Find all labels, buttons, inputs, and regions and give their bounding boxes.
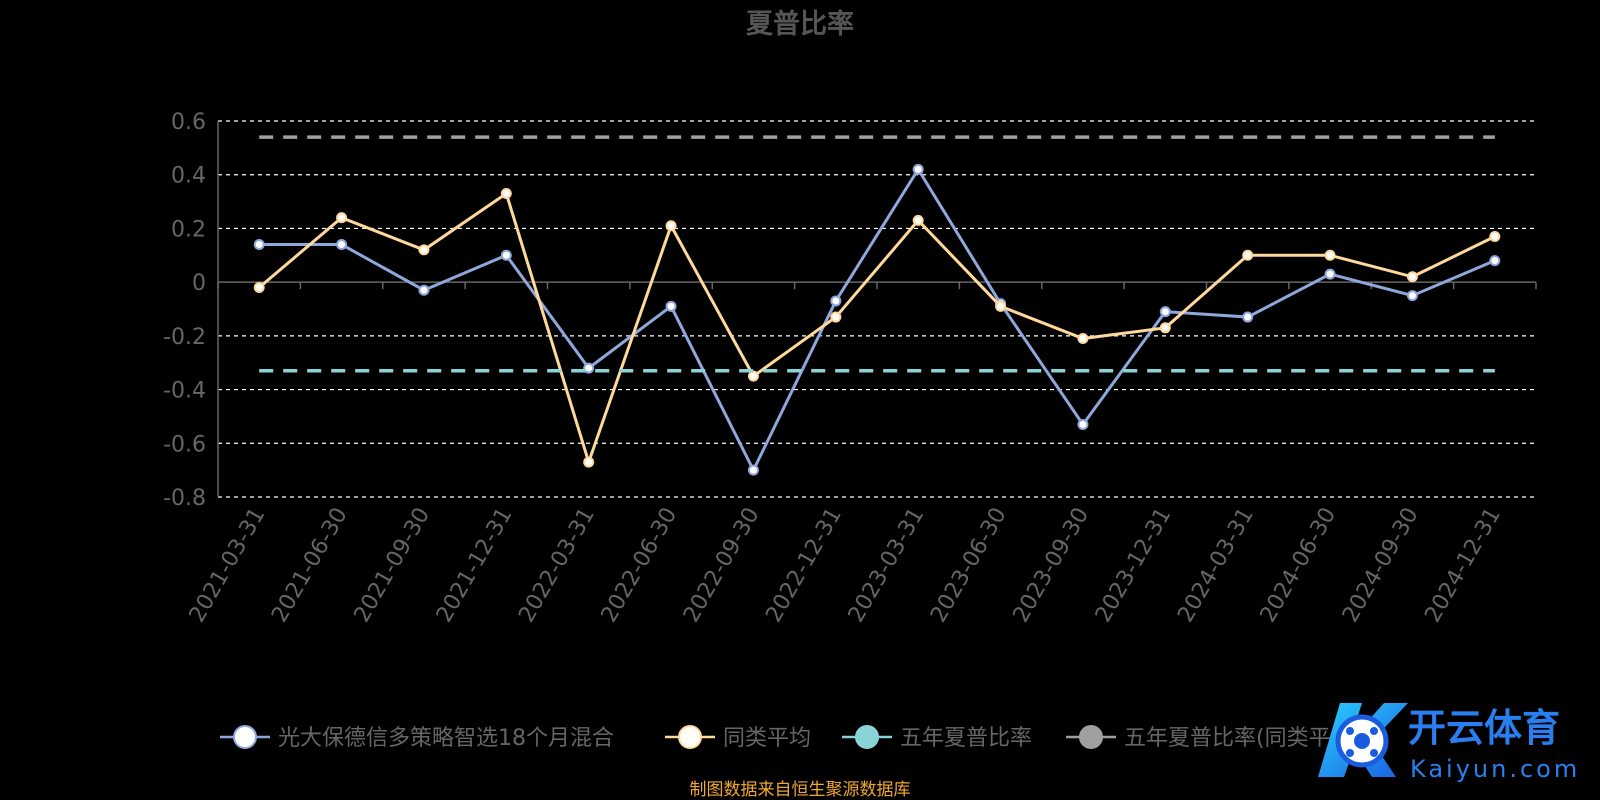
data-point[interactable] xyxy=(1406,290,1418,302)
legend-item-0[interactable]: 光大保德信多策略智选18个月混合 xyxy=(220,725,614,751)
x-tick-label: 2023-12-31 xyxy=(1091,504,1177,627)
svg-text:Kaiyun.com: Kaiyun.com xyxy=(1410,755,1580,783)
data-point[interactable] xyxy=(418,284,430,296)
data-point[interactable] xyxy=(336,212,348,224)
legend-label: 五年夏普比率(同类平均) xyxy=(1124,726,1361,751)
x-tick-label: 2024-12-31 xyxy=(1420,504,1506,627)
x-tick-label: 2022-09-30 xyxy=(679,504,765,627)
legend-item-2[interactable]: 五年夏普比率 xyxy=(842,725,1032,751)
x-tick-label: 2022-12-31 xyxy=(761,504,847,627)
legend[interactable]: 光大保德信多策略智选18个月混合 同类平均 五年夏普比率 五年夏普比率(同类平均) xyxy=(220,725,1361,751)
data-point[interactable] xyxy=(253,239,265,251)
data-point[interactable] xyxy=(253,282,265,294)
series-lines xyxy=(253,135,1501,476)
data-point[interactable] xyxy=(1077,418,1089,430)
y-tick-label: -0.2 xyxy=(163,325,206,350)
y-tick-label: -0.8 xyxy=(163,486,206,511)
legend-label: 五年夏普比率 xyxy=(900,726,1032,751)
y-tick-label: 0.6 xyxy=(171,110,206,135)
data-point[interactable] xyxy=(830,311,842,323)
legend-label: 光大保德信多策略智选18个月混合 xyxy=(278,726,614,751)
data-point[interactable] xyxy=(1077,333,1089,345)
y-tick-label: -0.4 xyxy=(163,379,206,404)
legend-marker xyxy=(1079,725,1103,749)
x-tick-label: 2024-06-30 xyxy=(1256,504,1342,627)
x-tick-label: 2021-09-30 xyxy=(350,504,436,627)
data-point[interactable] xyxy=(583,362,595,374)
data-point[interactable] xyxy=(1159,306,1171,318)
data-point[interactable] xyxy=(1242,249,1254,261)
y-axis-ticks: -0.8 -0.6 -0.4 -0.2 0 0.2 0.4 0.6 xyxy=(163,110,206,511)
data-point[interactable] xyxy=(583,456,595,468)
y-tick-label: 0.2 xyxy=(171,217,206,242)
legend-item-1[interactable]: 同类平均 xyxy=(665,725,811,751)
x-tick-label: 2023-09-30 xyxy=(1009,504,1095,627)
data-point[interactable] xyxy=(830,295,842,307)
data-point[interactable] xyxy=(1324,268,1336,280)
data-point[interactable] xyxy=(747,464,759,476)
y-tick-label: 0 xyxy=(192,271,206,296)
legend-label: 同类平均 xyxy=(723,726,811,751)
kaiyun-logo: 开云体育 Kaiyun.com xyxy=(1318,703,1580,783)
data-point[interactable] xyxy=(1159,322,1171,334)
chart-title: 夏普比率 xyxy=(746,8,854,40)
x-tick-label: 2023-03-31 xyxy=(844,504,930,627)
series-line xyxy=(258,191,1496,467)
grid-lines xyxy=(218,120,1536,498)
data-point[interactable] xyxy=(912,163,924,175)
series-0 xyxy=(253,163,1501,476)
y-tick-label: -0.6 xyxy=(163,432,206,457)
data-point[interactable] xyxy=(418,244,430,256)
x-tick-label: 2024-03-31 xyxy=(1173,504,1259,627)
x-tick-label: 2021-12-31 xyxy=(432,504,518,627)
data-point[interactable] xyxy=(747,370,759,382)
data-point[interactable] xyxy=(1489,255,1501,267)
data-point[interactable] xyxy=(1406,271,1418,283)
x-axis-ticks: 2021-03-312021-06-302021-09-302021-12-31… xyxy=(185,504,1506,627)
legend-marker xyxy=(678,725,702,749)
data-point[interactable] xyxy=(500,188,512,200)
legend-item-3[interactable]: 五年夏普比率(同类平均) xyxy=(1066,725,1361,751)
data-source-note: 制图数据来自恒生聚源数据库 xyxy=(690,780,911,800)
data-point[interactable] xyxy=(912,214,924,226)
legend-marker xyxy=(233,725,257,749)
data-point[interactable] xyxy=(665,300,677,312)
series-line xyxy=(259,166,1496,474)
x-tick-label: 2023-06-30 xyxy=(926,504,1012,627)
data-point[interactable] xyxy=(500,249,512,261)
data-point[interactable] xyxy=(665,220,677,232)
x-tick-label: 2021-06-30 xyxy=(267,504,353,627)
x-tick-label: 2022-03-31 xyxy=(514,504,600,627)
axes xyxy=(217,121,1537,497)
legend-marker xyxy=(855,725,879,749)
series-1 xyxy=(253,188,1501,468)
y-tick-label: 0.4 xyxy=(171,164,206,189)
data-point[interactable] xyxy=(1242,311,1254,323)
data-point[interactable] xyxy=(336,239,348,251)
data-point[interactable] xyxy=(1489,230,1501,242)
x-tick-label: 2021-03-31 xyxy=(185,504,271,627)
x-tick-label: 2022-06-30 xyxy=(597,504,683,627)
x-tick-label: 2024-09-30 xyxy=(1338,504,1424,627)
data-point[interactable] xyxy=(995,300,1007,312)
data-point[interactable] xyxy=(1324,249,1336,261)
svg-text:开云体育: 开云体育 xyxy=(1408,706,1560,750)
